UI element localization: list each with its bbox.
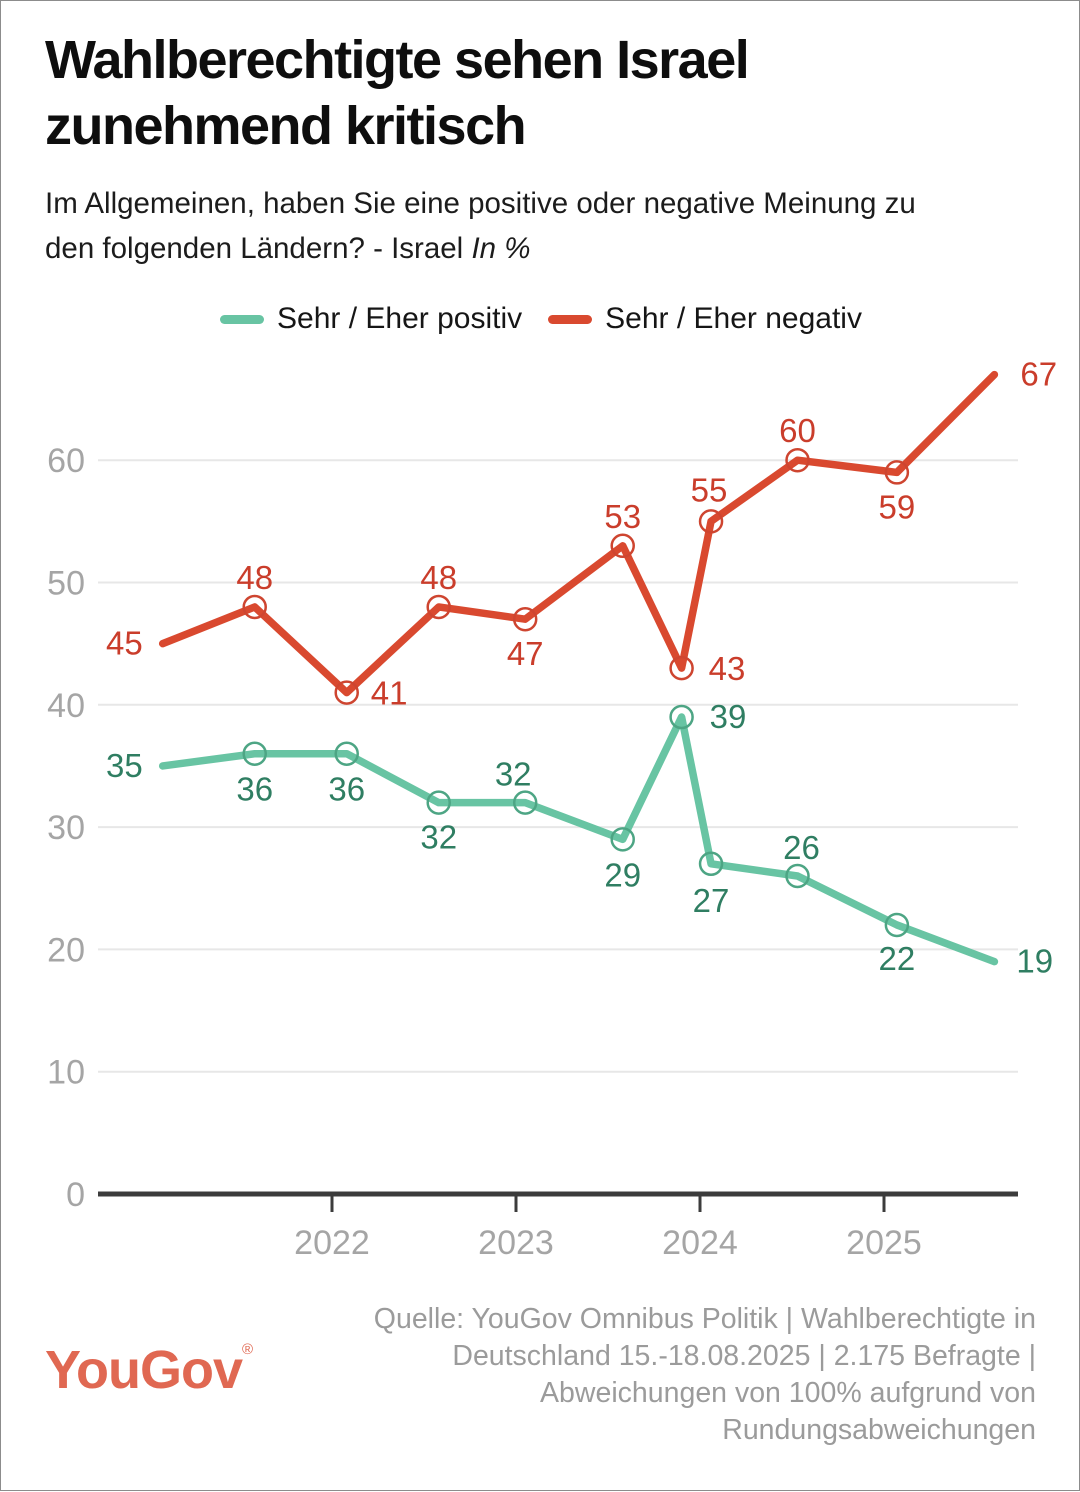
- value-label: 35: [106, 747, 143, 784]
- value-label: 55: [691, 471, 728, 508]
- series-value-labels-negative: 45 48 41 48 47 53 43 55 60 59 67: [106, 356, 1057, 712]
- chart-subtitle: Im Allgemeinen, haben Sie eine positive …: [45, 181, 1037, 271]
- data-point-marker: [242, 741, 267, 766]
- data-point-marker: [785, 447, 810, 473]
- data-point-marker: [884, 912, 910, 938]
- value-label: 19: [1016, 943, 1053, 980]
- source-line: Quelle: YouGov Omnibus Politik | Wahlber…: [373, 1303, 1036, 1335]
- data-point-marker: [242, 594, 267, 620]
- data-point-marker: [669, 704, 694, 730]
- value-label: 29: [604, 856, 641, 893]
- legend-label-positive: Sehr / Eher positiv: [277, 302, 523, 335]
- y-axis-label: 10: [47, 1054, 85, 1092]
- value-label: 27: [693, 882, 730, 919]
- value-label: 48: [420, 559, 457, 596]
- series-markers-negative: [242, 447, 910, 705]
- chart-title-line2: zunehmend kritisch: [45, 96, 527, 156]
- chart-subtitle-line1: Im Allgemeinen, haben Sie eine positive …: [45, 187, 916, 220]
- x-axis-label: 2025: [846, 1224, 922, 1262]
- series-markers-positive: [242, 704, 910, 938]
- data-point-marker: [884, 460, 910, 485]
- legend-swatch-positive-icon: [220, 314, 265, 324]
- y-axis-label: 20: [47, 931, 85, 969]
- value-label: 36: [236, 771, 273, 808]
- data-point-marker: [426, 790, 451, 815]
- data-point-marker: [610, 827, 635, 852]
- value-label: 59: [879, 488, 916, 525]
- y-axis-label: 0: [66, 1176, 85, 1214]
- value-label: 48: [236, 559, 273, 596]
- y-axis-labels: 0 10 20 30 40 50 60: [47, 442, 85, 1214]
- data-point-marker: [669, 655, 694, 681]
- source-line: Deutschland 15.-18.08.2025 | 2.175 Befra…: [452, 1340, 1036, 1372]
- data-point-marker: [785, 863, 810, 889]
- value-label: 67: [1020, 356, 1057, 393]
- value-label: 53: [604, 498, 641, 535]
- header: Wahlberechtigte sehen Israel zunehmend kr…: [45, 27, 1037, 339]
- chart-subtitle-unit: In %: [471, 232, 531, 265]
- y-axis-label: 40: [47, 687, 85, 725]
- data-point-marker: [334, 680, 359, 705]
- legend-item-negative: Sehr / Eher negativ: [548, 302, 862, 336]
- series-value-labels-positive: 35 36 36 32 32 29 39 27 26 22 19: [106, 698, 1053, 980]
- chart-title: Wahlberechtigte sehen Israel zunehmend kr…: [45, 27, 1037, 159]
- series-line-positive: [158, 713, 999, 966]
- registered-trademark-icon: ®: [242, 1341, 253, 1358]
- value-label: 36: [328, 771, 365, 808]
- x-axis-label: 2022: [294, 1224, 370, 1262]
- yougov-logo-text: YouGov: [45, 1340, 243, 1400]
- value-label: 43: [709, 650, 746, 687]
- chart-subtitle-line2: den folgenden Ländern? - Israel: [45, 232, 472, 265]
- legend-item-positive: Sehr / Eher positiv: [220, 302, 522, 336]
- value-label: 45: [106, 625, 143, 662]
- value-label: 22: [879, 940, 916, 977]
- data-point-marker: [512, 606, 538, 632]
- data-point-marker: [698, 509, 724, 534]
- y-axis-label: 30: [47, 809, 85, 847]
- x-axis-label: 2023: [478, 1224, 554, 1262]
- data-point-marker: [334, 741, 359, 766]
- data-point-marker: [512, 790, 538, 815]
- value-label: 47: [507, 635, 544, 672]
- data-point-marker: [426, 594, 451, 620]
- y-gridlines: [98, 459, 1018, 1073]
- source-line: Rundungsabweichungen: [722, 1414, 1036, 1446]
- data-point-marker: [610, 533, 635, 559]
- series-line-negative: [158, 370, 999, 697]
- data-point-marker: [698, 851, 724, 877]
- value-label: 32: [495, 756, 532, 793]
- value-label: 41: [371, 675, 408, 712]
- y-axis-label: 50: [47, 565, 85, 603]
- legend: Sehr / Eher positiv Sehr / Eher negativ: [45, 299, 1037, 339]
- legend-swatch-negative-icon: [548, 314, 593, 324]
- x-axis: 2022 2023 2024 2025: [98, 1191, 1018, 1262]
- x-axis-label: 2024: [662, 1224, 738, 1262]
- value-label: 60: [779, 412, 816, 449]
- y-axis-label: 60: [47, 442, 85, 480]
- source-text: Quelle: YouGov Omnibus Politik | Wahlber…: [276, 1301, 1036, 1449]
- legend-label-negative: Sehr / Eher negativ: [605, 302, 862, 335]
- value-label: 39: [710, 698, 747, 735]
- value-label: 26: [783, 829, 820, 866]
- chart-title-line1: Wahlberechtigte sehen Israel: [45, 30, 750, 90]
- source-line: Abweichungen von 100% aufgrund von: [540, 1377, 1036, 1409]
- yougov-logo: YouGov®: [45, 1339, 253, 1401]
- value-label: 32: [420, 819, 457, 856]
